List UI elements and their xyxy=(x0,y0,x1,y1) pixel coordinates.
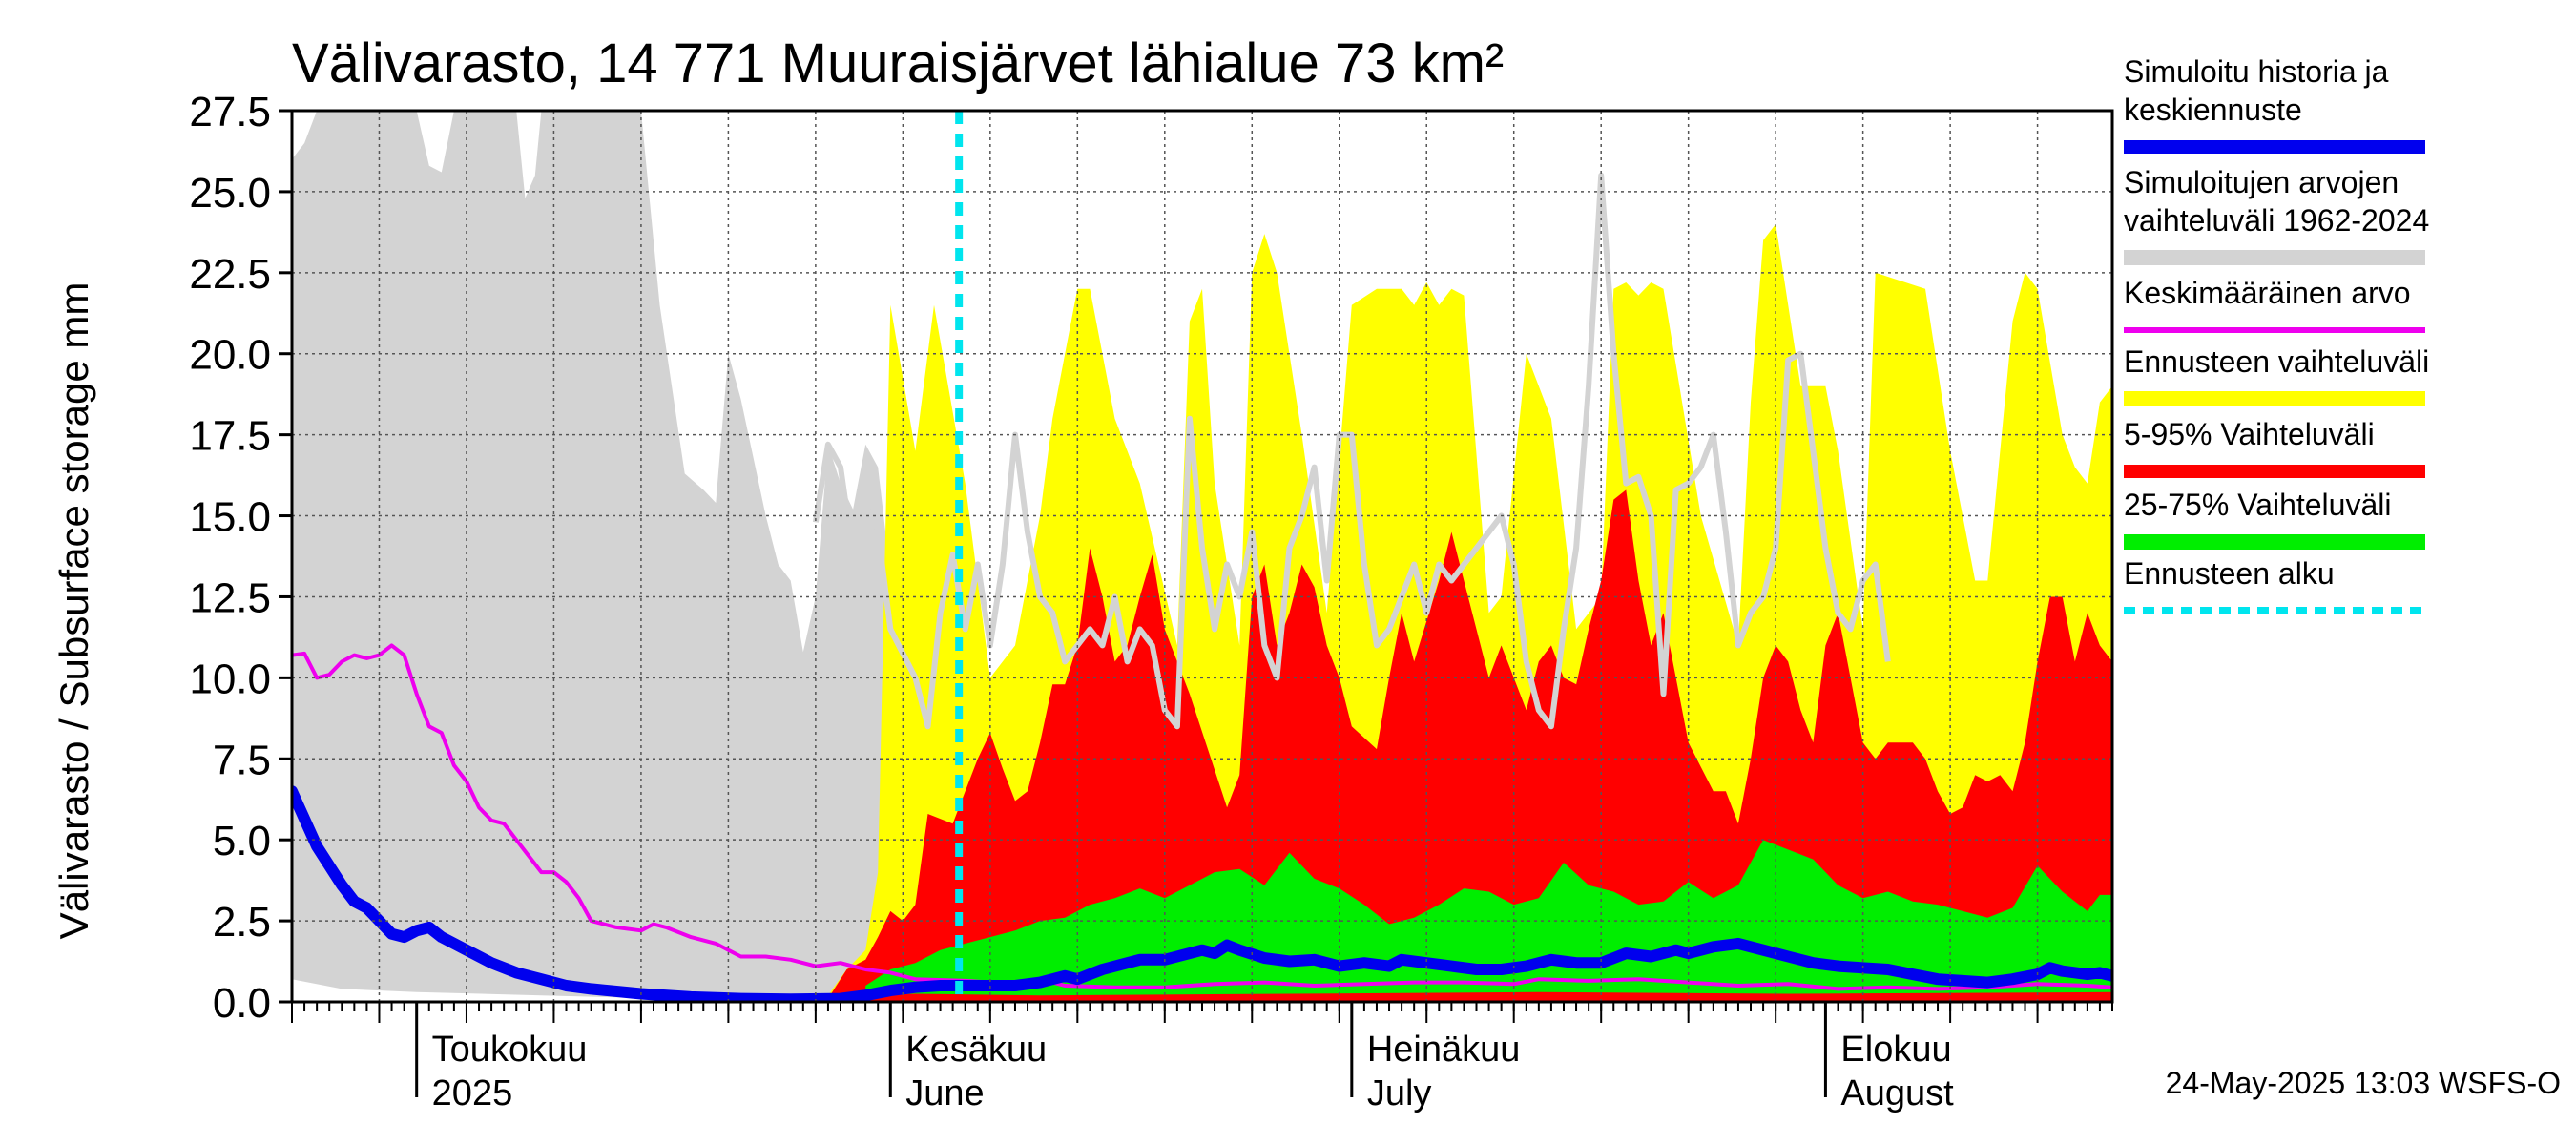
y-axis: 0.0 2.5 5.0 7.5 10.0 12.5 15.0 17.5 20.0 22.5 25.0… xyxy=(189,89,292,1027)
y-tick-label: 20.0 xyxy=(189,332,271,379)
footer-timestamp: 24-May-2025 13:03 WSFS-O xyxy=(2166,1066,2561,1100)
y-tick-label: 10.0 xyxy=(189,656,271,702)
y-tick-label: 15.0 xyxy=(189,494,271,541)
legend-item: Ennusteen alku xyxy=(2124,556,2425,614)
x-month-label-en: August xyxy=(1840,1073,1954,1114)
plot-area: 0.0 2.5 5.0 7.5 10.0 12.5 15.0 17.5 20.0 22.5 25.0… xyxy=(189,89,2114,1114)
legend-item: Simuloitu historia ja keskiennuste xyxy=(2124,54,2425,154)
chart-title: Välivarasto, 14 771 Muuraisjärvet lähial… xyxy=(292,32,1504,94)
y-tick-label: 27.5 xyxy=(189,89,271,135)
legend-item: 5-95% Vaihteluväli xyxy=(2124,417,2425,478)
y-tick-label: 2.5 xyxy=(213,899,271,946)
y-tick-label: 22.5 xyxy=(189,251,271,298)
x-month-label-en: 2025 xyxy=(432,1073,513,1114)
y-tick-label: 5.0 xyxy=(213,818,271,864)
x-month-label-fi: Elokuu xyxy=(1840,1030,1951,1070)
x-month-label-en: July xyxy=(1367,1073,1432,1114)
legend-label: Simuloitujen arvojen vaihteluväli 1962-20… xyxy=(2124,165,2429,238)
line-average xyxy=(292,643,2112,991)
legend-label: Ennusteen alku xyxy=(2124,556,2335,591)
legend-label: Keskimääräinen arvo xyxy=(2124,276,2411,310)
x-month-label-fi: Toukokuu xyxy=(432,1030,588,1070)
forecast-member-line xyxy=(812,172,1891,730)
legend-item: Keskimääräinen arvo xyxy=(2124,276,2425,333)
legend-label: 25-75% Vaihteluväli xyxy=(2124,488,2391,522)
plot-series xyxy=(292,111,2112,1002)
y-tick-label: 7.5 xyxy=(213,737,271,783)
legend-label: Simuloitu historia ja keskiennuste xyxy=(2124,54,2389,127)
y-tick-label: 12.5 xyxy=(189,574,271,621)
line-simulated-mean xyxy=(292,785,2112,1002)
x-month-label-en: June xyxy=(905,1073,984,1114)
y-tick-label: 17.5 xyxy=(189,413,271,460)
legend-item: Ennusteen vaihteluväli xyxy=(2124,344,2429,406)
legend: Simuloitu historia ja keskiennuste Simuloi… xyxy=(2124,54,2429,614)
y-tick-label: 0.0 xyxy=(213,980,271,1027)
legend-item: 25-75% Vaihteluväli xyxy=(2124,488,2425,550)
x-month-label-fi: Kesäkuu xyxy=(905,1030,1047,1070)
band-history-range xyxy=(292,111,941,1002)
x-month-label-fi: Heinäkuu xyxy=(1367,1030,1521,1070)
y-tick-label: 25.0 xyxy=(189,170,271,217)
legend-label: Ennusteen vaihteluväli xyxy=(2124,344,2429,379)
legend-item: Simuloitujen arvojen vaihteluväli 1962-20… xyxy=(2124,165,2429,265)
legend-label: 5-95% Vaihteluväli xyxy=(2124,417,2375,451)
y-axis-label: Välivarasto / Subsurface storage mm xyxy=(52,282,96,940)
